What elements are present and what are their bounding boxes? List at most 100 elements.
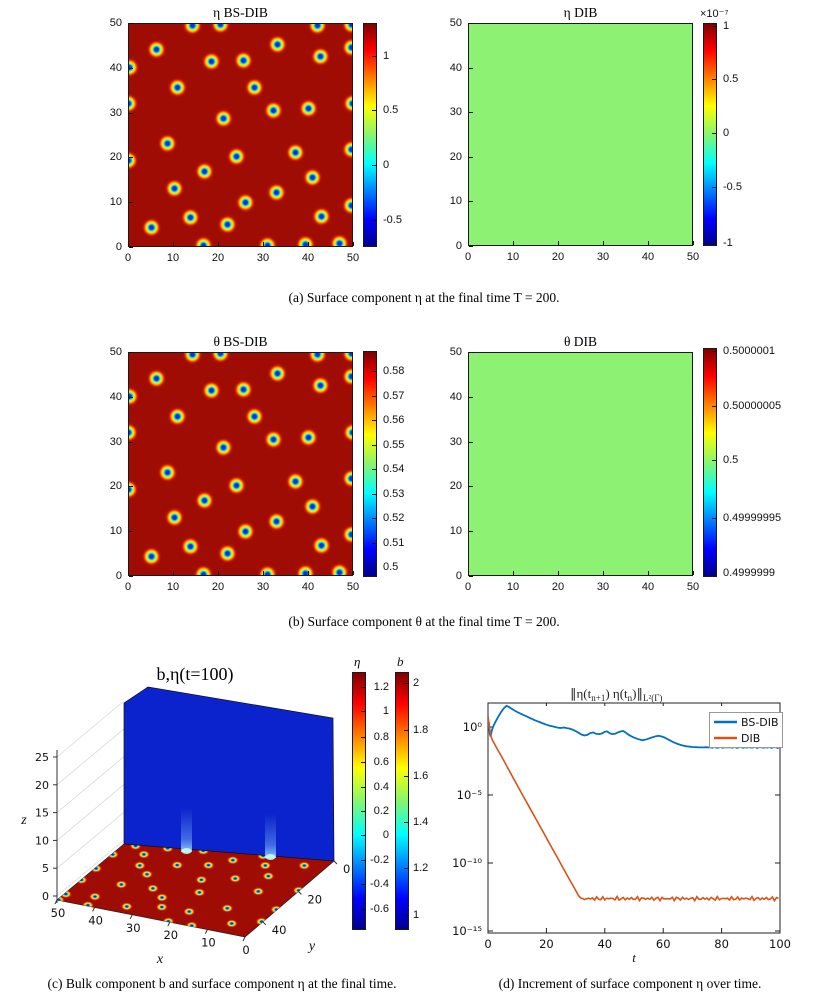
x-tick-mark: [308, 242, 309, 246]
title-segment: n+1: [591, 693, 606, 703]
colorbar-tick-mark: [372, 542, 377, 544]
caption-a: (a) Surface component η at the final tim…: [288, 290, 560, 305]
colorbar-tick-label: 0.56: [383, 413, 405, 426]
pattern-spot: [141, 546, 163, 568]
y-tick-label: 0: [115, 241, 122, 253]
y-tick-mark: [469, 112, 473, 114]
colorbar-tick-mark: [712, 25, 717, 27]
colorbar-tick-mark: [372, 55, 377, 57]
colorbar-tick-mark: [712, 405, 717, 407]
y-tick-label: 40: [109, 390, 122, 403]
y-tick-mark: [469, 441, 473, 443]
colorbar-label-b: b: [397, 654, 404, 669]
y-tick-label: 10: [449, 195, 462, 208]
colorbar-3d-η: [352, 672, 366, 930]
colorbar-tick-mark: [361, 811, 366, 813]
svg-text:25: 25: [35, 751, 49, 764]
colorbar-tick-mark: [404, 683, 409, 685]
pattern-spot: [309, 375, 331, 397]
y-tick-label: 0: [115, 570, 122, 582]
y-tick-label: 50: [109, 17, 122, 29]
increment-line-chart: 0 20 40 60 80 100 10⁰ 10⁻⁵: [452, 702, 791, 965]
y-tick-mark: [129, 247, 133, 248]
pattern-spot: [200, 379, 222, 401]
x-tick-mark: [513, 241, 514, 245]
x-tick-mark: [468, 241, 469, 245]
3d-slice-plot: 0 5 10 15 20 25 50 40 30 20 10 0: [20, 664, 350, 967]
pattern-spot: [267, 362, 289, 384]
colorbar-tick-label: 0.5: [723, 73, 739, 86]
colorbar-tick-label: -0.6: [370, 903, 389, 916]
svg-text:0: 0: [343, 862, 350, 876]
pattern-spot: [179, 536, 201, 558]
colorbar-tick-mark: [712, 79, 717, 81]
colorbar-tick-label: 0.4999999: [723, 566, 775, 579]
heatmap-theta-bs-dib: [128, 352, 353, 576]
x-tick-mark: [468, 571, 469, 575]
colorbar-tick-label: 1.4: [413, 815, 429, 828]
pattern-spot: [167, 76, 189, 98]
y-tick-label: 40: [449, 61, 462, 74]
y-tick-mark: [129, 157, 133, 159]
colorbar-tick-label: -1: [723, 236, 733, 249]
x-tick-mark: [308, 571, 309, 575]
y-tick-mark: [129, 531, 133, 533]
y-tick-mark: [129, 576, 133, 577]
pattern-spot: [267, 33, 289, 55]
pattern-spot: [200, 50, 222, 72]
pattern-spot: [194, 490, 215, 512]
x-tick-mark: [558, 241, 559, 245]
x-tick-mark: [173, 242, 174, 246]
y-tick-mark: [129, 23, 133, 24]
y-tick-mark: [469, 23, 473, 24]
colorbar-tick-label: 0.49999995: [723, 511, 782, 524]
colorbar-tick-label: 0.2: [373, 805, 389, 818]
colorbar-tick-mark: [372, 370, 377, 372]
y-tick-label: 30: [449, 106, 462, 119]
x-tick-label: 40: [641, 581, 655, 593]
svg-text:10⁻⁵: 10⁻⁵: [457, 788, 483, 802]
colorbar-tick-mark: [404, 868, 409, 870]
x-tick-mark: [263, 571, 264, 575]
colorbar-tick-mark: [372, 444, 377, 446]
colorbar-tick-label: 0.5: [723, 454, 739, 467]
pattern-spot: [341, 353, 352, 365]
svg-text:100: 100: [769, 937, 791, 951]
pattern-spot: [297, 426, 319, 448]
colorbar-tick-mark: [361, 909, 366, 911]
y-tick-mark: [469, 352, 473, 353]
heatmap-eta-dib: [468, 23, 693, 246]
pattern-spot: [129, 57, 140, 79]
colorbar-tick-label: 1: [413, 909, 420, 922]
y-tick-mark: [129, 67, 133, 69]
colorbar-tick-label: -0.4: [370, 878, 389, 891]
pattern-spot: [266, 181, 287, 203]
colorbar-tick-label: 0.52: [383, 512, 405, 525]
y-tick-label: 40: [449, 390, 462, 403]
title-segment: ∥η(t: [570, 686, 592, 701]
svg-text:60: 60: [656, 937, 671, 951]
y-tick-label: 50: [449, 346, 462, 358]
svg-text:10⁻¹⁵: 10⁻¹⁵: [452, 924, 482, 938]
svg-text:0: 0: [484, 937, 491, 951]
pattern-spot: [294, 562, 316, 575]
pattern-spot: [340, 366, 352, 388]
pattern-spot: [235, 191, 257, 213]
x-tick-label: 40: [641, 251, 655, 263]
pattern-spot: [141, 217, 163, 239]
svg-text:20: 20: [307, 892, 322, 906]
svg-text:5: 5: [42, 862, 49, 875]
pattern-spot: [217, 214, 239, 236]
svg-text:10⁰: 10⁰: [463, 720, 483, 734]
x-tick-label: 20: [551, 251, 565, 263]
pattern-spot: [262, 100, 284, 122]
x-tick-mark: [558, 571, 559, 575]
svg-text:20: 20: [539, 937, 554, 951]
pattern-spot: [284, 470, 306, 492]
colorbar-tick-label: 0: [382, 829, 389, 842]
x-tick-mark: [693, 241, 694, 245]
pattern-spot: [284, 141, 306, 163]
svg-text:z: z: [20, 813, 27, 828]
plot-title-eta-bs-dib: η BS-DIB: [213, 5, 268, 20]
